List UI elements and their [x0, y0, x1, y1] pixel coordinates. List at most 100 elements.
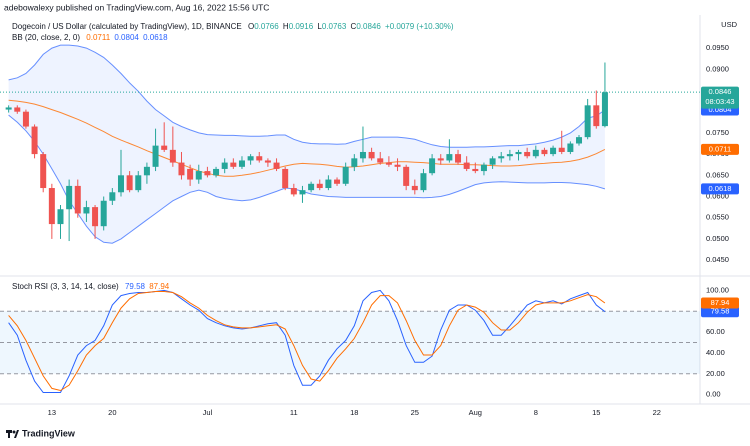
price-label-box — [701, 297, 739, 309]
x-tick-label: 11 — [290, 408, 298, 417]
candle-body — [66, 185, 73, 210]
candle-body — [550, 147, 557, 155]
bb-upper-value: 0.0804 — [114, 33, 139, 42]
currency: USD — [721, 20, 737, 29]
candle-body — [31, 126, 38, 155]
candle-body — [567, 143, 574, 152]
candle-body — [126, 175, 133, 191]
candle-body — [429, 158, 436, 174]
candle-body — [368, 151, 375, 159]
candle-body — [264, 160, 271, 163]
candle-body — [290, 188, 297, 195]
candle-body — [22, 111, 29, 127]
y-tick-label: 0.0500 — [706, 234, 729, 243]
candle-body — [455, 154, 462, 163]
bb-basis-line — [8, 99, 606, 177]
candle-body — [152, 145, 159, 167]
x-tick-label: 15 — [592, 408, 600, 417]
ohlc-value: 0.0766 — [254, 22, 279, 31]
stoch-pane — [0, 289, 700, 393]
candle-body — [195, 171, 202, 180]
y-tick-label: 0.0900 — [706, 64, 729, 73]
ohlc-label: H — [283, 22, 289, 31]
price-pane — [0, 44, 700, 244]
indicator-name: BB (20, close, 2, 0) — [12, 33, 80, 42]
price-label: 87.94 — [711, 298, 730, 307]
stoch-line — [8, 291, 606, 392]
price-label: 0.0804 — [709, 105, 732, 114]
x-tick-label: 20 — [108, 408, 116, 417]
ohlc-label: C — [351, 22, 357, 31]
bb-legend: BB (20, close, 2, 0) 0.0711 0.0804 0.061… — [12, 33, 168, 42]
publisher-line: adebowalexy published on TradingView.com… — [4, 2, 269, 12]
candle-body — [92, 207, 99, 227]
price-label-box — [701, 86, 739, 109]
candle-body — [403, 166, 410, 186]
candle-body — [584, 105, 591, 138]
y-tick-label: 0.0600 — [706, 191, 729, 200]
candle-body — [308, 183, 315, 191]
x-tick-label: 25 — [411, 408, 419, 417]
candle-body — [377, 158, 384, 163]
candle-body — [178, 162, 185, 176]
candle-body — [593, 105, 600, 127]
candle-body — [411, 185, 418, 191]
candle-body — [161, 145, 168, 150]
candle-body — [541, 149, 548, 155]
candle-body — [282, 168, 289, 189]
ohlc-value: 0.0763 — [322, 22, 347, 31]
x-tick-label: 13 — [48, 408, 56, 417]
candle-body — [204, 171, 211, 176]
candle-body — [385, 162, 392, 165]
candle-body — [325, 179, 332, 189]
price-label: 79.58 — [711, 307, 730, 316]
candle-body — [117, 175, 124, 193]
price-label: 0.0846 — [709, 87, 732, 96]
ohlc-value: 0.0916 — [289, 22, 314, 31]
candle-body — [480, 164, 487, 172]
candle-body — [273, 162, 280, 169]
axes: 0.04500.05000.05500.06000.06500.07000.07… — [48, 43, 739, 417]
candle-body — [299, 190, 306, 195]
candle-body — [472, 168, 479, 172]
x-tick-label: 22 — [653, 408, 661, 417]
price-label: 0.0711 — [709, 144, 731, 153]
y-tick-label: 60.00 — [706, 327, 725, 336]
candle-body — [143, 166, 150, 176]
candle-body — [437, 158, 444, 161]
bb-upper-line — [8, 44, 606, 148]
candle-body — [40, 154, 47, 189]
candle-body — [83, 207, 90, 214]
candle-body — [316, 183, 323, 189]
candle-body — [74, 185, 81, 214]
candle-body — [524, 151, 531, 157]
candle-body — [5, 107, 12, 110]
candle-body — [489, 158, 496, 165]
candle-body — [187, 168, 194, 180]
candle-body — [238, 160, 245, 167]
candle-body — [221, 162, 228, 169]
candle-body — [109, 192, 116, 201]
y-tick-label: 0.0550 — [706, 213, 729, 222]
x-tick-label: 8 — [534, 408, 538, 417]
candle-body — [342, 166, 349, 184]
candle-body — [576, 137, 583, 144]
y-tick-label: 40.00 — [706, 348, 725, 357]
candle-body — [463, 162, 470, 169]
candle-body — [359, 151, 366, 159]
candle-body — [135, 175, 142, 191]
logo-shape — [14, 430, 19, 438]
ohlc-label: O — [248, 22, 254, 31]
candle-body — [57, 209, 64, 225]
candle-body — [100, 200, 107, 227]
price-label-box — [701, 143, 739, 155]
logo-shape — [8, 430, 10, 438]
symbol-legend: Dogecoin / US Dollar (calculated by Trad… — [12, 22, 454, 31]
candle-body — [420, 173, 427, 191]
symbol-title: Dogecoin / US Dollar (calculated by Trad… — [12, 22, 242, 31]
y-tick-label: 0.0450 — [706, 255, 729, 264]
countdown: 08:03:43 — [705, 97, 734, 106]
candle-body — [334, 179, 341, 184]
candle-body — [48, 188, 55, 225]
candle-body — [256, 156, 263, 161]
